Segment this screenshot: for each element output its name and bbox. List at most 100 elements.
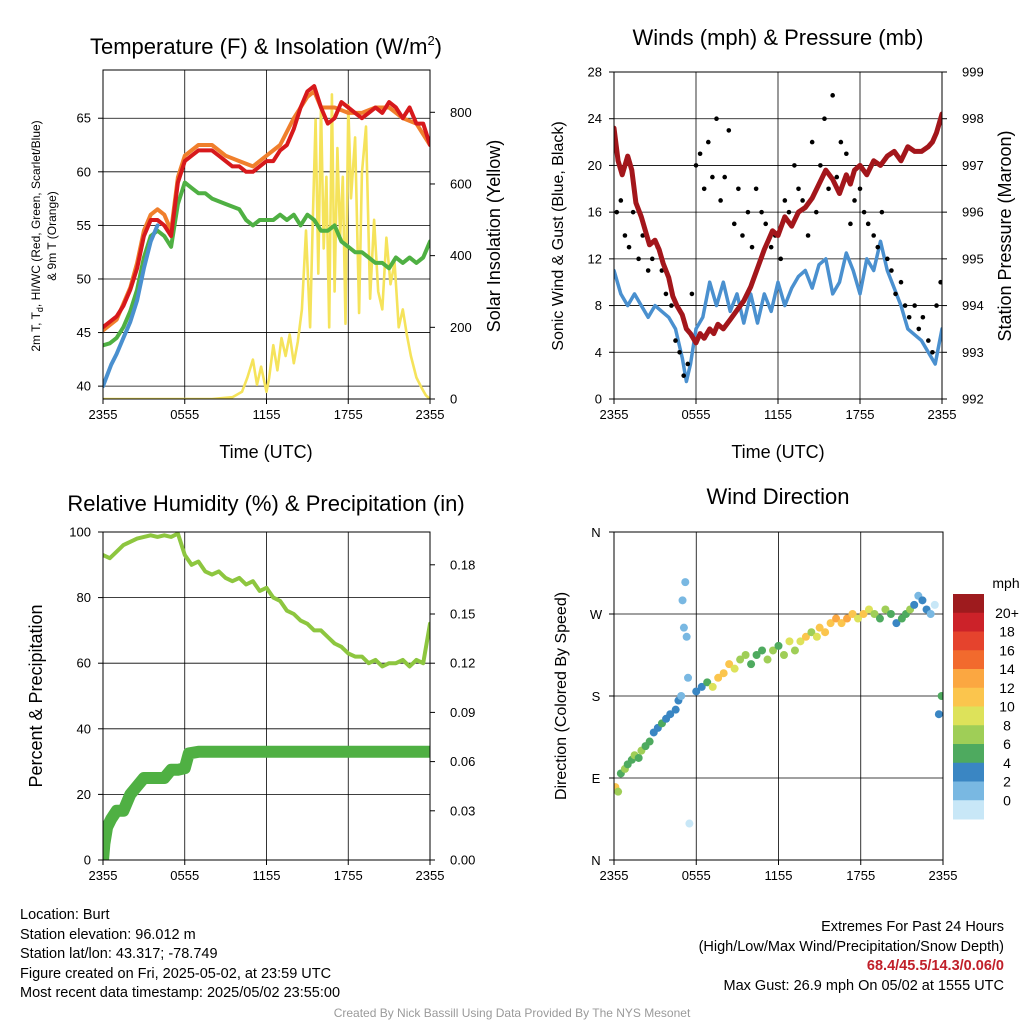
direction-point	[774, 641, 783, 650]
gust-point	[902, 303, 908, 308]
temperature-title: Temperature (F) & Insolation (W/m2)	[90, 33, 442, 59]
gust-point	[663, 291, 669, 297]
direction-point	[714, 673, 723, 682]
y-tick-label-right: 0.09	[450, 705, 475, 720]
series-line-wc	[103, 223, 160, 389]
extremes-heading: Extremes For Past 24 Hours	[821, 919, 1004, 935]
direction-point	[870, 610, 879, 618]
y-tick-label-right: 992	[962, 392, 984, 407]
colorbar-swatch	[953, 687, 984, 707]
most-recent-timestamp: Most recent data timestamp: 2025/05/02 2…	[20, 985, 341, 1002]
x-tick-label: 1155	[253, 407, 281, 422]
x-tick-label: 2355	[89, 407, 118, 422]
gust-point	[731, 221, 737, 227]
gust-point	[822, 116, 827, 122]
winds-ylabel-left: Sonic Wind & Gust (Blue, Black)	[550, 121, 567, 350]
gust-point	[669, 303, 674, 308]
y-tick-label: 45	[77, 325, 91, 340]
direction-series	[614, 578, 943, 828]
gust-point	[673, 338, 678, 343]
direction-point	[926, 610, 935, 618]
direction-point	[892, 619, 901, 628]
gust-point	[930, 349, 935, 355]
gust-point	[689, 291, 695, 297]
colorbar-label: 10	[999, 699, 1015, 715]
colorbar-label: 18	[999, 624, 1015, 640]
direction-point	[910, 600, 919, 609]
winds-series	[614, 93, 942, 384]
x-tick-label: 2355	[416, 868, 445, 883]
y-tick-label-right: 999	[962, 65, 984, 80]
y-tick-label: 55	[77, 218, 91, 233]
station-location: Location: Burt	[20, 907, 110, 923]
gust-point	[645, 268, 651, 273]
gust-point	[740, 233, 745, 238]
gust-point	[830, 93, 835, 98]
colorbar-swatch	[953, 631, 984, 651]
direction-point	[725, 660, 734, 669]
precipitation-line	[103, 745, 430, 860]
gust-point	[809, 139, 815, 145]
y-tick-label-right: 0.06	[450, 754, 475, 769]
colorbar-swatch	[953, 594, 984, 614]
direction-point	[747, 660, 756, 669]
direction-point	[758, 646, 767, 655]
gust-point	[865, 221, 871, 227]
station-info: Location: Burt Station elevation: 96.012…	[20, 906, 340, 1004]
direction-point	[881, 605, 890, 614]
temperature-ylabel-left: 2m T, Td, HI/WC (Red, Green, Scarlet/Blu…	[29, 120, 45, 351]
colorbar-label: 4	[1003, 755, 1011, 771]
humidity-line	[103, 532, 430, 669]
gust-point	[875, 244, 881, 250]
x-tick-label: 2355	[416, 407, 445, 422]
direction-point	[730, 664, 739, 673]
direction-point	[837, 619, 846, 628]
colorbar-label: 8	[1003, 717, 1011, 733]
series-line-9m-t	[103, 89, 430, 333]
extremes-info: Extremes For Past 24 Hours (High/Low/Max…	[699, 918, 1004, 996]
direction-point	[821, 628, 830, 637]
direction-point	[843, 614, 852, 623]
credit-line: Created By Nick Bassill Using Data Provi…	[333, 1006, 691, 1020]
direction-point	[801, 632, 810, 641]
direction-point	[832, 614, 841, 623]
direction-point	[741, 651, 750, 659]
direction-point	[790, 646, 799, 655]
gust-point	[861, 209, 867, 215]
gust-point	[826, 186, 831, 192]
direction-point	[682, 632, 691, 641]
gust-point	[813, 209, 819, 215]
y-tick-label: 0	[84, 853, 91, 868]
y-tick-label: 20	[588, 158, 602, 173]
sonic-wind-line	[614, 239, 942, 384]
y-tick-label: 80	[77, 590, 91, 605]
direction-point	[854, 614, 863, 623]
y-tick-label-right: 0.12	[450, 656, 475, 671]
direction-point	[864, 605, 873, 614]
y-tick-label: 24	[588, 111, 602, 126]
direction-panel: Wind Direction 2355 0555 1155 1755 2355NESWN…	[553, 484, 1020, 883]
gust-point	[649, 256, 655, 262]
extremes-values: 68.4/45.5/14.3/0.06/0	[866, 958, 1004, 975]
gust-point	[701, 186, 707, 192]
gust-point	[871, 233, 876, 238]
winds-axes: 2355 0555 1155 1755 235504812162024289929939…	[588, 65, 984, 423]
station-latlon: Station lat/lon: 43.317; -78.749	[20, 946, 218, 963]
y-tick-label-right: 400	[450, 248, 472, 263]
direction-tick-label: E	[592, 771, 601, 786]
humidity-grid	[102, 531, 431, 861]
max-gust: Max Gust: 26.9 mph On 05/02 at 1555 UTC	[723, 977, 1004, 994]
x-tick-label: 1155	[765, 868, 793, 883]
direction-point	[779, 651, 788, 659]
direction-point	[763, 655, 772, 664]
gust-point	[768, 244, 774, 250]
y-tick-label-right: 600	[450, 176, 472, 191]
gust-point	[852, 198, 857, 203]
y-tick-label: 20	[77, 787, 91, 802]
winds-ylabel-right: Station Pressure (Maroon)	[995, 130, 1015, 341]
gust-point	[677, 349, 682, 355]
y-tick-label-right: 800	[450, 105, 472, 120]
direction-point	[930, 600, 939, 609]
direction-point	[859, 610, 868, 618]
y-tick-label: 50	[77, 271, 91, 286]
